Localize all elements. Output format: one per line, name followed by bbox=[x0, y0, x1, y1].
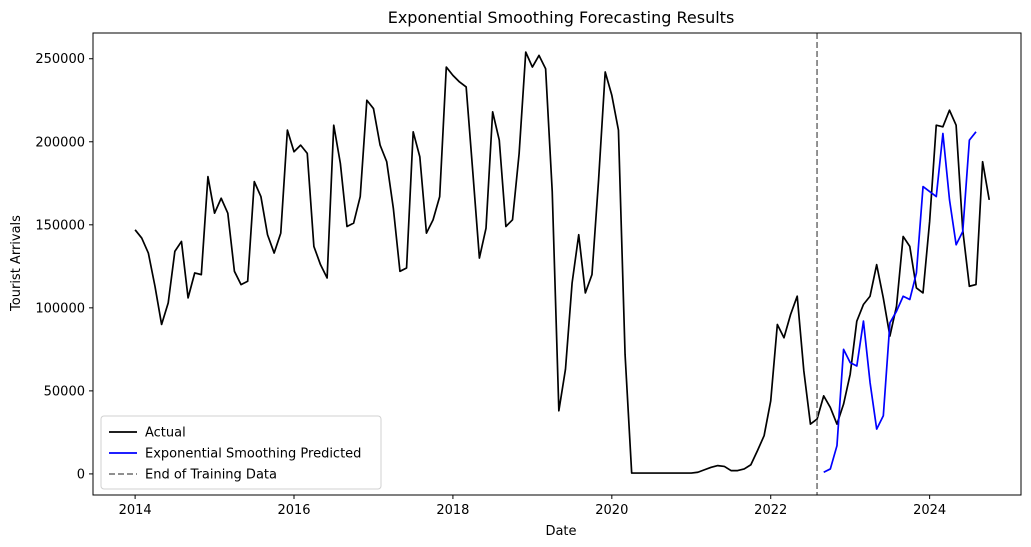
x-tick-label: 2024 bbox=[913, 503, 946, 518]
legend-label: End of Training Data bbox=[145, 468, 277, 483]
legend-label: Exponential Smoothing Predicted bbox=[145, 447, 361, 462]
y-tick-label: 150000 bbox=[35, 218, 85, 233]
axis-ticks: 2014 2016 2018 2020 2022 2024 0 50000 100000 1500… bbox=[35, 52, 946, 518]
series-line-1 bbox=[823, 131, 977, 474]
x-tick-label: 2016 bbox=[277, 503, 310, 518]
y-tick-label: 100000 bbox=[35, 301, 85, 316]
plot-area bbox=[134, 33, 991, 495]
legend: Actual Exponential Smoothing Predicted End… bbox=[100, 415, 382, 490]
x-tick-label: 2018 bbox=[436, 503, 469, 518]
y-tick-label: 0 bbox=[77, 467, 85, 482]
y-axis-label: Tourist Arrivals bbox=[9, 215, 24, 312]
x-axis-label: Date bbox=[545, 524, 576, 539]
y-tick-label: 50000 bbox=[44, 384, 85, 399]
x-tick-label: 2014 bbox=[119, 503, 152, 518]
y-tick-label: 250000 bbox=[35, 52, 85, 67]
x-tick-label: 2022 bbox=[754, 503, 787, 518]
x-tick-label: 2020 bbox=[595, 503, 628, 518]
series-line-0 bbox=[134, 51, 991, 474]
chart-title: Exponential Smoothing Forecasting Result… bbox=[388, 8, 735, 27]
plot-frame bbox=[92, 32, 1022, 496]
legend-label: Actual bbox=[145, 426, 186, 441]
legend-frame bbox=[100, 415, 382, 490]
y-tick-label: 200000 bbox=[35, 135, 85, 150]
